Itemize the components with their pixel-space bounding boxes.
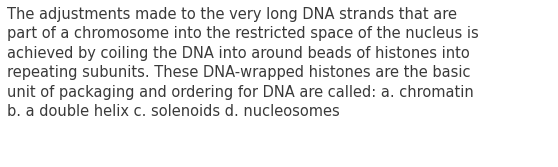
Text: The adjustments made to the very long DNA strands that are
part of a chromosome : The adjustments made to the very long DN… bbox=[7, 7, 478, 119]
